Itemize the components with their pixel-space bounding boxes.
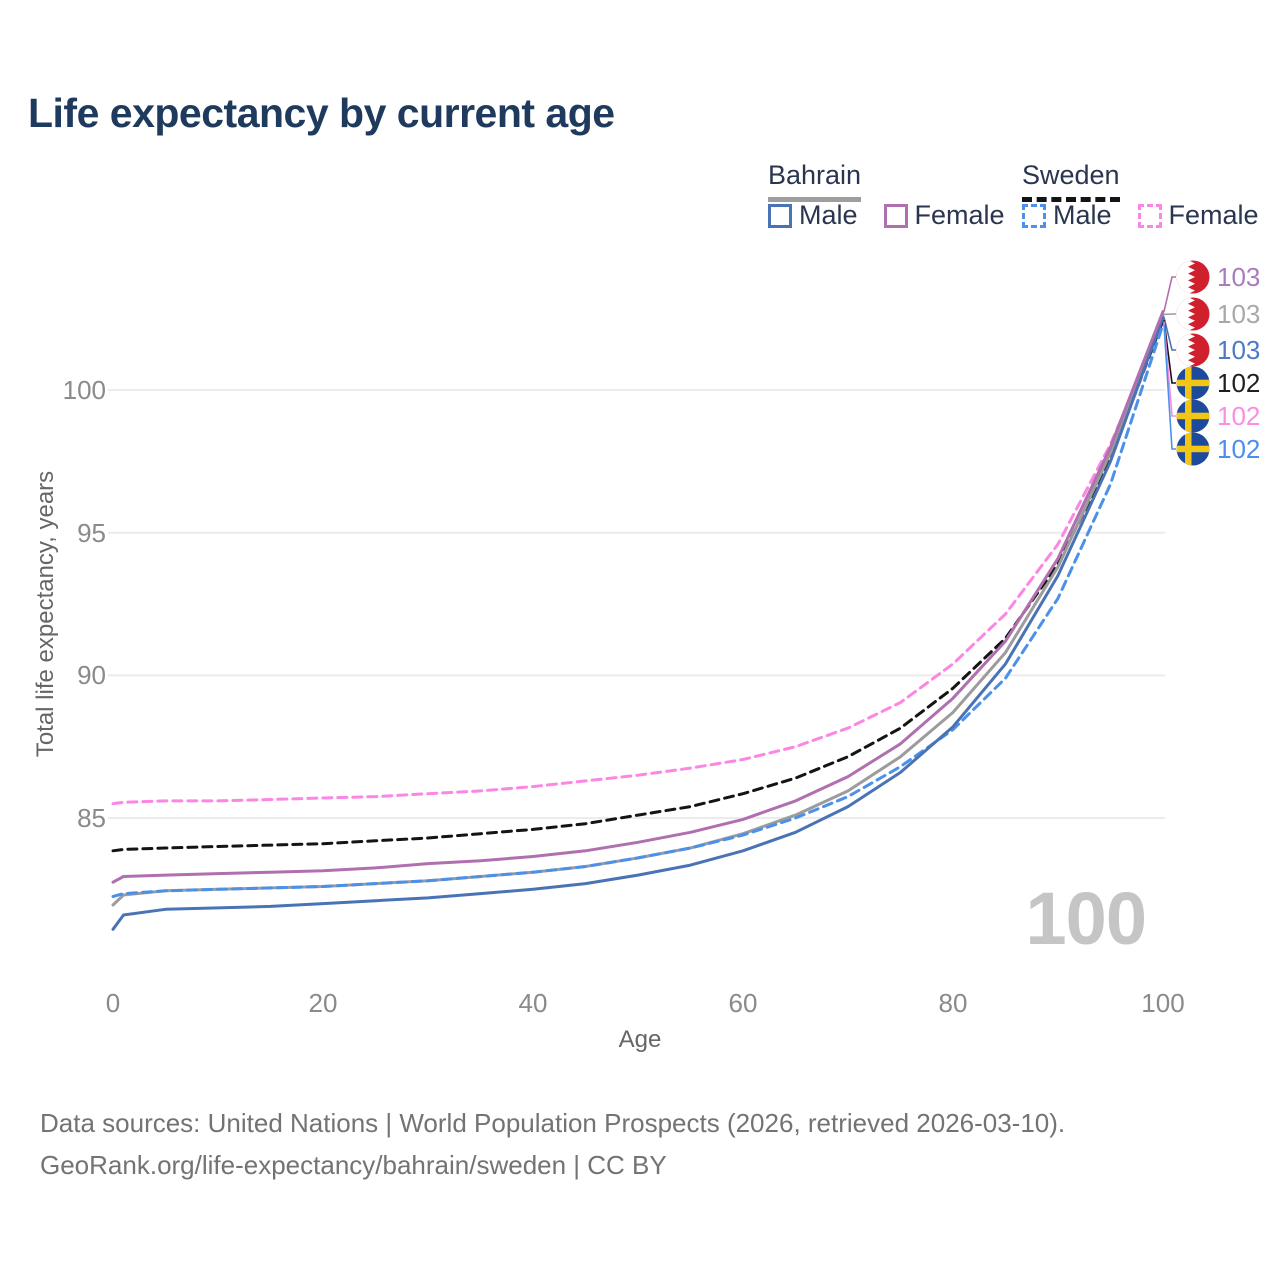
legend-swatch-bahrain-male[interactable] [768, 203, 792, 228]
bahrain-flag-icon [1176, 260, 1210, 294]
legend-group-sweden: Sweden [1022, 160, 1120, 202]
end-label-sweden-both: 102 [1176, 366, 1260, 400]
x-tick-label: 100 [1141, 988, 1185, 1018]
legend-country-bahrain[interactable]: Bahrain [768, 160, 862, 202]
y-tick-label: 95 [77, 518, 106, 548]
x-tick-label: 0 [105, 988, 121, 1018]
end-label-bahrain-male: 103 [1176, 333, 1260, 367]
x-axis-title: Age [618, 1026, 662, 1053]
bahrain-flag-icon [1176, 333, 1210, 367]
end-value: 103 [1217, 298, 1261, 329]
legend-label-bahrain-female[interactable]: Female [914, 200, 1005, 230]
bahrain-flag-icon [1176, 297, 1210, 331]
legend-label-bahrain-male[interactable]: Male [799, 200, 858, 230]
end-value: 102 [1217, 400, 1261, 431]
end-value: 102 [1217, 433, 1261, 464]
sweden-flag-icon [1176, 366, 1210, 400]
sweden-flag-icon [1176, 432, 1210, 466]
end-label-sweden-male: 102 [1176, 432, 1260, 466]
legend-row-bahrain: Male Female [768, 200, 1031, 231]
legend-group-bahrain: Bahrain [768, 160, 862, 202]
end-value: 102 [1217, 367, 1261, 398]
y-tick-label: 85 [77, 803, 106, 833]
legend-country-sweden[interactable]: Sweden [1022, 160, 1120, 202]
x-tick-label: 60 [728, 988, 758, 1018]
end-label-bahrain-both: 103 [1176, 297, 1260, 331]
legend-label-sweden-female[interactable]: Female [1168, 200, 1259, 230]
legend-label-sweden-male[interactable]: Male [1053, 200, 1112, 230]
y-tick-label: 90 [77, 660, 106, 690]
x-tick-label: 20 [308, 988, 338, 1018]
x-tick-label: 40 [518, 988, 548, 1018]
x-tick-label: 80 [938, 988, 968, 1018]
footer-data-sources: Data sources: United Nations | World Pop… [40, 1108, 1066, 1138]
legend-swatch-sweden-male[interactable] [1022, 203, 1046, 228]
footer-link[interactable]: GeoRank.org/life-expectancy/bahrain/swed… [40, 1150, 667, 1180]
legend-swatch-sweden-female[interactable] [1137, 203, 1162, 228]
end-value: 103 [1217, 261, 1261, 292]
end-label-bahrain-female: 103 [1176, 260, 1260, 294]
end-value: 103 [1217, 334, 1261, 365]
legend-row-sweden: Male Female [1022, 200, 1280, 231]
age-watermark: 100 [1025, 877, 1147, 960]
y-tick-label: 100 [62, 375, 106, 405]
end-label-sweden-female: 102 [1176, 399, 1260, 433]
legend-swatch-bahrain-female[interactable] [883, 203, 908, 228]
page-title: Life expectancy by current age [28, 90, 615, 136]
sweden-flag-icon [1176, 399, 1210, 433]
